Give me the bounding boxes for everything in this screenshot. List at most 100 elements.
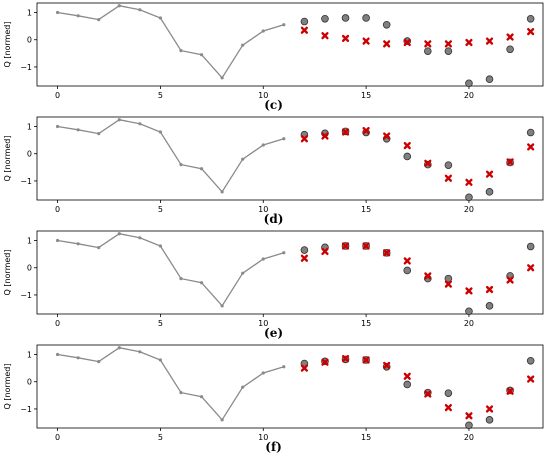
observed-point bbox=[485, 416, 494, 424]
observed-point bbox=[465, 193, 473, 202]
history-point bbox=[117, 4, 121, 8]
plot-frame bbox=[36, 116, 544, 201]
chart-panel-e: 0 5 10 15 20 1 0 −1 Q [normed] (e) bbox=[0, 228, 550, 342]
x-tick-label: 20 bbox=[464, 91, 474, 100]
predicted-point bbox=[424, 272, 432, 280]
history-point bbox=[179, 163, 183, 167]
observed-point bbox=[444, 274, 453, 283]
history-point bbox=[199, 53, 204, 57]
observed-point bbox=[403, 380, 412, 389]
x-tick-label: 20 bbox=[464, 433, 474, 442]
history-point bbox=[199, 395, 204, 399]
predicted-point bbox=[300, 135, 308, 143]
predicted-point bbox=[485, 170, 494, 178]
predicted-point bbox=[300, 364, 308, 372]
history-point bbox=[117, 118, 121, 122]
history-series-line bbox=[57, 5, 284, 79]
history-point bbox=[97, 246, 101, 250]
y-tick-label: −1 bbox=[20, 291, 32, 300]
chart-panel-c: 0 5 10 15 20 1 0 −1 Q [normed] (c) bbox=[0, 0, 550, 114]
plot-frame bbox=[36, 2, 544, 87]
observed-point bbox=[465, 79, 473, 88]
history-point bbox=[138, 236, 142, 240]
predicted-point bbox=[321, 32, 329, 40]
panel-caption: (c) bbox=[264, 98, 283, 112]
predicted-point bbox=[321, 247, 329, 256]
history-point bbox=[282, 251, 286, 255]
history-point bbox=[220, 190, 224, 194]
history-point bbox=[138, 8, 142, 12]
history-series-line bbox=[57, 119, 284, 193]
history-point bbox=[76, 14, 80, 18]
predicted-point bbox=[403, 257, 411, 265]
predicted-point bbox=[485, 37, 494, 45]
observed-point bbox=[362, 14, 370, 22]
history-point bbox=[282, 137, 286, 141]
observed-point bbox=[526, 128, 535, 137]
history-point bbox=[241, 43, 245, 47]
x-tick-label: 10 bbox=[258, 91, 268, 100]
predicted-point bbox=[341, 34, 350, 42]
predicted-point bbox=[527, 375, 535, 383]
history-point bbox=[158, 358, 163, 362]
predicted-point bbox=[506, 387, 514, 395]
observed-point bbox=[485, 188, 494, 196]
history-point bbox=[76, 356, 80, 360]
predicted-point bbox=[527, 27, 535, 36]
history-point bbox=[76, 242, 80, 246]
history-point bbox=[220, 304, 224, 308]
observed-point bbox=[300, 17, 309, 26]
history-point bbox=[199, 167, 204, 171]
y-tick-label: −1 bbox=[20, 63, 32, 72]
history-point bbox=[220, 418, 224, 422]
predicted-point bbox=[362, 242, 370, 250]
x-tick-label: 5 bbox=[158, 319, 163, 328]
x-tick-label: 0 bbox=[55, 433, 60, 442]
x-tick-label: 0 bbox=[55, 91, 60, 100]
predicted-point bbox=[444, 174, 452, 182]
x-tick-label: 5 bbox=[158, 433, 163, 442]
observed-point bbox=[485, 75, 494, 83]
observed-point bbox=[526, 356, 535, 365]
history-point bbox=[97, 360, 101, 364]
history-point bbox=[117, 232, 121, 236]
observed-point bbox=[465, 307, 473, 316]
predicted-point bbox=[424, 390, 432, 398]
observed-point bbox=[444, 389, 453, 397]
predicted-point bbox=[424, 40, 432, 48]
history-point bbox=[282, 365, 286, 369]
history-point bbox=[261, 29, 265, 33]
predicted-point bbox=[403, 372, 411, 380]
history-series-line bbox=[57, 347, 284, 421]
y-tick-label: −1 bbox=[20, 177, 32, 186]
history-point bbox=[138, 122, 142, 126]
history-point bbox=[282, 23, 286, 27]
predicted-point bbox=[321, 132, 329, 140]
observed-point bbox=[485, 302, 494, 310]
x-tick-label: 10 bbox=[258, 433, 268, 442]
y-axis-label: Q [normed] bbox=[3, 136, 12, 182]
predicted-point bbox=[403, 141, 411, 150]
plot-frame bbox=[36, 344, 544, 429]
predicted-point bbox=[321, 358, 329, 366]
observed-point bbox=[300, 246, 309, 254]
predicted-point bbox=[465, 38, 473, 47]
predicted-point bbox=[506, 33, 514, 41]
history-point bbox=[55, 10, 60, 15]
y-tick-label: 1 bbox=[27, 123, 32, 132]
history-point bbox=[179, 277, 183, 281]
predicted-point bbox=[444, 280, 452, 288]
predicted-point bbox=[341, 128, 350, 136]
predicted-point bbox=[383, 40, 391, 48]
x-tick-label: 15 bbox=[361, 91, 371, 100]
y-axis-label: Q [normed] bbox=[3, 364, 12, 410]
x-tick-label: 20 bbox=[464, 319, 474, 328]
y-tick-label: 1 bbox=[27, 9, 32, 18]
x-tick-label: 15 bbox=[361, 319, 371, 328]
history-point bbox=[55, 352, 60, 357]
history-point bbox=[55, 238, 60, 243]
observed-point bbox=[341, 14, 350, 22]
